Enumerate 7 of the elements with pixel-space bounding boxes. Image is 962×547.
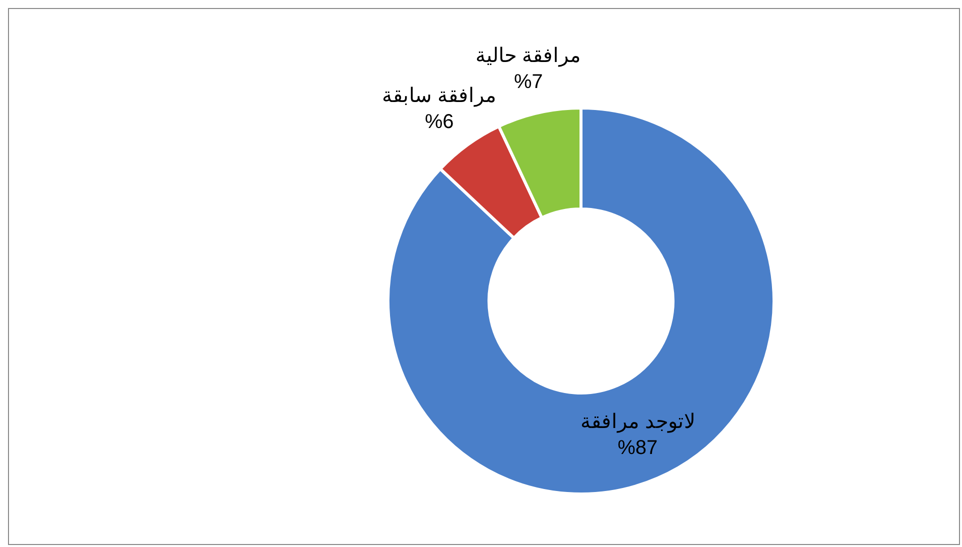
donut-slice [386,106,776,496]
slice-label: لاتوجد مرافقة [580,410,695,433]
slice-label: مرافقة سابقة [382,85,497,108]
data-label: %87 [618,436,658,459]
slice-label: مرافقة حالية [476,44,582,67]
data-label: %7 [514,70,543,93]
data-label: %6 [424,111,454,134]
